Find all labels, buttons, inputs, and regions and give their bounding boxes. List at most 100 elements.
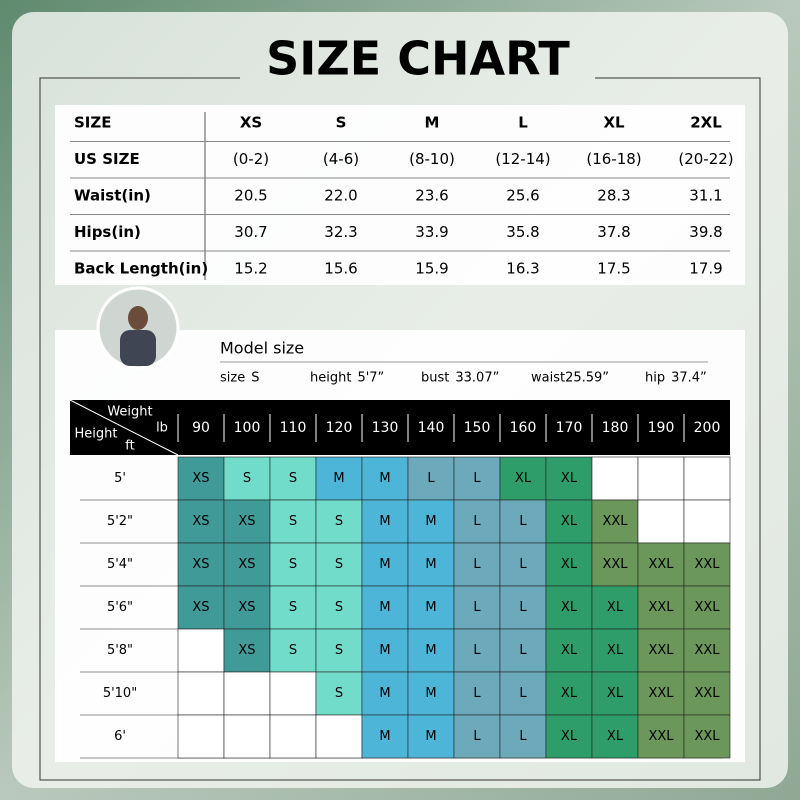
grid-cell: [683, 499, 731, 544]
cell-size: XS: [238, 557, 255, 572]
grid-cell: [177, 628, 225, 673]
cell-size: XXL: [694, 729, 720, 744]
cell-size: XL: [561, 471, 578, 486]
grid-header: [70, 400, 730, 455]
grid-cell: [591, 585, 639, 630]
corner-diagonal: [69, 399, 179, 456]
grid-cell: [683, 585, 731, 630]
weight-header: 180: [602, 420, 629, 436]
cell-size: L: [473, 686, 481, 701]
cell-size: M: [425, 686, 436, 701]
grid-cell: [637, 585, 685, 630]
detail-label: waist: [531, 371, 565, 386]
column-header: M: [425, 114, 440, 132]
column-header: S: [336, 114, 347, 132]
cell-size: XS: [192, 600, 209, 615]
grid-cell: [499, 714, 547, 759]
grid-cell: [683, 671, 731, 716]
cell-size: L: [519, 643, 527, 658]
grid-cell: [637, 671, 685, 716]
grid-cell: [361, 714, 409, 759]
row-header: Hips(in): [74, 223, 141, 241]
cell-size: L: [519, 514, 527, 529]
cell-size: M: [379, 686, 390, 701]
weight-header: 190: [648, 420, 675, 436]
cell: 25.6: [506, 187, 539, 205]
cell: 32.3: [324, 223, 357, 241]
grid-cell: [545, 585, 593, 630]
cell-size: XL: [561, 729, 578, 744]
detail-value: 37.4”: [671, 371, 707, 386]
cell: 15.9: [415, 260, 448, 278]
grid-cell: [683, 714, 731, 759]
detail-value: 5'7”: [357, 371, 384, 386]
cell-size: XS: [192, 557, 209, 572]
cell-size: XXL: [602, 514, 628, 529]
cell: 37.8: [597, 223, 630, 241]
grid-cell: [545, 714, 593, 759]
cell-size: S: [335, 557, 343, 572]
grid-cell: [361, 585, 409, 630]
detail-label: height: [310, 371, 351, 386]
grid-cell: [177, 714, 225, 759]
row-header: Back Length(in): [74, 260, 208, 278]
grid-cell: [407, 714, 455, 759]
cell-size: M: [379, 600, 390, 615]
cell-size: S: [335, 686, 343, 701]
weight-header: 160: [510, 420, 537, 436]
size-table: SIZE XS S M L XL 2XL US SIZE (0-2) (4-6) (8-10) (12…: [70, 114, 734, 278]
cell: (8-10): [409, 150, 455, 168]
grid-cell: [637, 628, 685, 673]
grid-cell: [637, 456, 685, 501]
weight-unit: lb: [156, 421, 168, 436]
grid-cell: [499, 671, 547, 716]
cell-size: XL: [607, 600, 624, 615]
cell: 31.1: [689, 187, 722, 205]
grid-cell: [177, 542, 225, 587]
row-header: Waist(in): [74, 187, 151, 205]
grid-cell: [407, 628, 455, 673]
weight-header: 90: [192, 420, 210, 436]
cell-size: XXL: [694, 600, 720, 615]
cell-size: M: [379, 643, 390, 658]
cell-size: XL: [561, 686, 578, 701]
cell-size: L: [473, 514, 481, 529]
grid-cell: [637, 714, 685, 759]
cell-size: XS: [238, 514, 255, 529]
column-header: SIZE: [74, 114, 112, 132]
cell-size: XL: [561, 514, 578, 529]
cell-size: M: [425, 643, 436, 658]
cell: 15.2: [234, 260, 267, 278]
cell: 20.5: [234, 187, 267, 205]
grid-cell: [407, 585, 455, 630]
cell-size: XXL: [648, 557, 674, 572]
weight-header: 200: [694, 420, 721, 436]
cell: (16-18): [586, 150, 641, 168]
cell-size: L: [427, 471, 435, 486]
grid-cell: [499, 628, 547, 673]
weight-header: 110: [280, 420, 307, 436]
cell-size: S: [289, 643, 297, 658]
cell-size: S: [335, 643, 343, 658]
grid-cell: [315, 456, 363, 501]
grid-cell: [453, 499, 501, 544]
grid-cell: [545, 628, 593, 673]
cell-size: XL: [561, 600, 578, 615]
cell-size: XXL: [694, 686, 720, 701]
cell-size: L: [473, 729, 481, 744]
cell-size: M: [425, 514, 436, 529]
cell: 28.3: [597, 187, 630, 205]
height-label: Height: [75, 427, 118, 442]
detail-value: S: [251, 371, 259, 386]
height-header: 5'8": [107, 643, 133, 658]
grid-cell: [223, 585, 271, 630]
grid-cell: [591, 714, 639, 759]
grid-cell: [315, 628, 363, 673]
cell: 30.7: [234, 223, 267, 241]
height-header: 5'2": [107, 514, 133, 529]
cell-size: M: [425, 729, 436, 744]
grid-cell: [453, 456, 501, 501]
cell: (0-2): [233, 150, 269, 168]
